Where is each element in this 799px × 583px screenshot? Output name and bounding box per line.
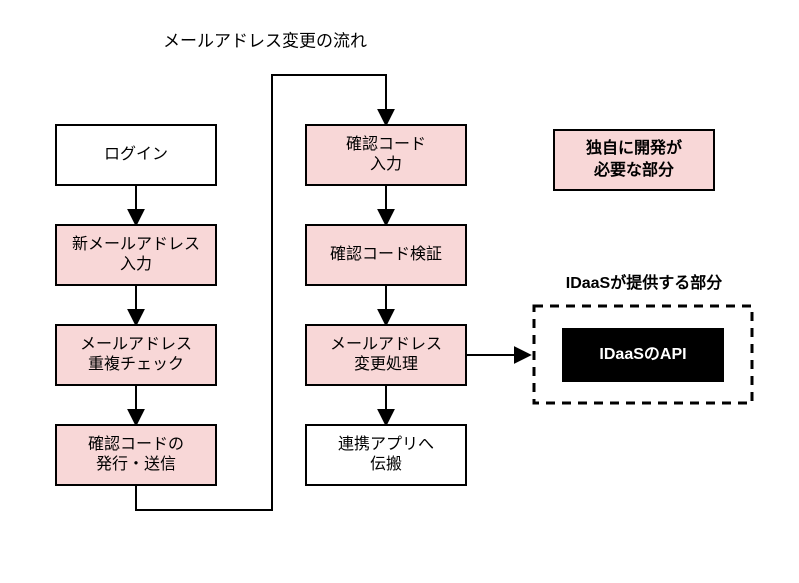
legend-idaas-api: IDaaSのAPI [563, 329, 723, 381]
flow-node-dup_check-label: メールアドレス [80, 336, 192, 353]
flow-node-enter_code-label: 確認コード [346, 135, 426, 153]
legend-idaas-api-label: IDaaSのAPI [599, 346, 686, 363]
flow-node-change_email: メールアドレス変更処理 [306, 325, 466, 385]
flow-node-new_email-label: 新メールアドレス [72, 235, 200, 253]
flow-node-issue_code: 確認コードの発行・送信 [56, 425, 216, 485]
flow-node-propagate-label: 伝搬 [370, 455, 402, 473]
flow-node-login: ログイン [56, 125, 216, 185]
flow-node-verify_code-label: 確認コード検証 [330, 245, 442, 263]
flow-node-dup_check: メールアドレス重複チェック [56, 325, 216, 385]
flow-node-login-label: ログイン [104, 145, 168, 163]
flow-node-change_email-label: メールアドレス [330, 336, 442, 353]
flow-node-new_email-label: 入力 [120, 255, 152, 273]
flow-node-verify_code: 確認コード検証 [306, 225, 466, 285]
flow-node-enter_code: 確認コード入力 [306, 125, 466, 185]
flow-node-dup_check-label: 重複チェック [88, 355, 184, 373]
flow-node-change_email-label: 変更処理 [354, 355, 418, 373]
diagram-title: メールアドレス変更の流れ [163, 31, 367, 50]
flow-node-propagate-label: 連携アプリへ [338, 435, 434, 453]
legend-custom-dev-label: 必要な部分 [593, 160, 674, 179]
legend-idaas-label: IDaaSが提供する部分 [566, 273, 722, 292]
flow-node-enter_code-label: 入力 [370, 155, 402, 173]
flow-node-new_email: 新メールアドレス入力 [56, 225, 216, 285]
flow-node-propagate: 連携アプリへ伝搬 [306, 425, 466, 485]
flow-node-issue_code-label: 確認コードの [88, 435, 184, 453]
flow-node-issue_code-label: 発行・送信 [96, 455, 176, 473]
legend-custom-dev-label: 独自に開発が [586, 138, 682, 157]
legend-custom-dev: 独自に開発が必要な部分 [554, 130, 714, 190]
